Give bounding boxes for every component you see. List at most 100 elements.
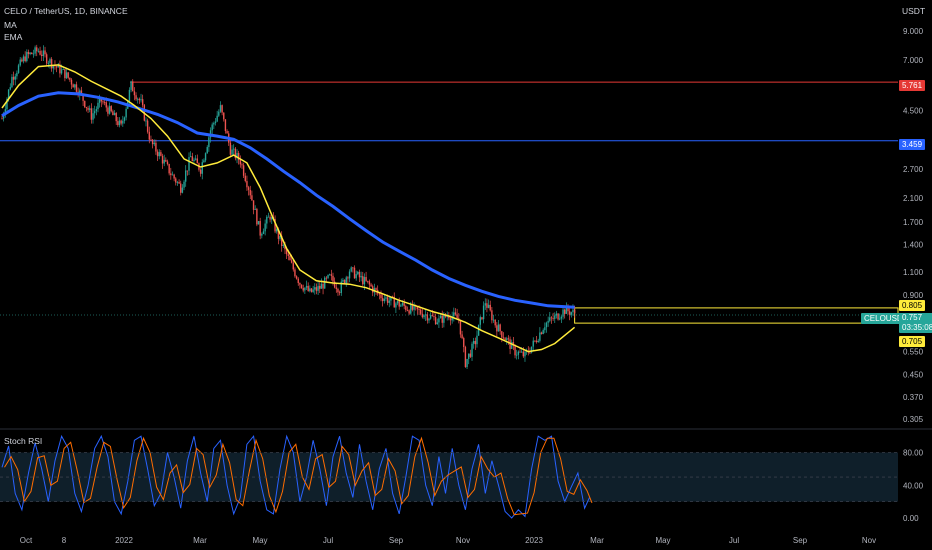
candle: [438, 315, 440, 329]
candle: [21, 57, 23, 63]
price-tick-label: 0.900: [903, 291, 924, 300]
candle: [52, 64, 55, 75]
candle: [244, 172, 246, 183]
candle: [421, 308, 424, 319]
price-range-box[interactable]: [574, 307, 899, 324]
price-tick-label: 7.000: [903, 56, 924, 65]
candle: [19, 57, 21, 67]
candle: [368, 279, 371, 290]
candle: [266, 215, 268, 229]
candle: [108, 102, 111, 115]
candle: [239, 155, 242, 168]
candle: [115, 112, 117, 125]
candle: [67, 72, 69, 80]
candle: [342, 277, 344, 284]
candle: [545, 321, 548, 333]
lower-price-tag: 0.705: [899, 336, 926, 347]
candle: [12, 71, 15, 86]
candle: [226, 129, 228, 134]
candle: [9, 83, 11, 91]
time-axis[interactable]: Oct 8 2022 Mar May Jul Sep Nov 2023 Mar May Jul Sep N…: [20, 536, 876, 545]
ema-legend[interactable]: EMA: [4, 32, 23, 42]
candle: [362, 271, 364, 286]
time-tick-label: 2023: [525, 536, 543, 545]
current-price-tag: 0.757 03:35:08: [899, 313, 932, 333]
candle: [426, 312, 429, 324]
candle: [122, 115, 124, 127]
ma-legend[interactable]: MA: [4, 20, 17, 30]
candle: [158, 149, 160, 160]
stoch-rsi-axis: 80.00 40.00 0.00: [0, 449, 924, 523]
candle: [85, 106, 88, 112]
candle: [471, 341, 473, 362]
candle: [194, 155, 197, 161]
candle: [403, 299, 405, 310]
candle: [110, 105, 112, 113]
candle: [120, 119, 122, 126]
candle: [501, 330, 503, 343]
candle: [168, 163, 170, 176]
candle: [183, 179, 185, 191]
candle: [472, 337, 475, 349]
candle: [231, 145, 233, 156]
candle: [453, 307, 455, 322]
candle: [476, 330, 478, 348]
candle: [458, 313, 460, 324]
candle: [138, 97, 141, 104]
candle: [165, 157, 167, 163]
candle: [428, 317, 430, 324]
candle: [555, 310, 558, 319]
time-tick-label: Nov: [862, 536, 876, 545]
candle: [223, 112, 225, 122]
candle: [282, 243, 285, 248]
candle: [317, 280, 319, 296]
candle: [550, 316, 553, 324]
candle: [554, 312, 556, 324]
candle: [463, 336, 465, 353]
candle: [348, 269, 351, 283]
price-axis[interactable]: 9.000 7.000 4.500 2.700 2.100 1.700 1.400 1.100…: [903, 27, 924, 424]
candle: [466, 358, 468, 370]
candle: [355, 270, 357, 281]
candle: [328, 273, 331, 276]
candle: [163, 154, 165, 167]
candle: [319, 281, 321, 294]
candle: [247, 185, 250, 196]
candle: [292, 260, 294, 272]
candle: [22, 54, 25, 64]
candle: [307, 282, 309, 292]
candle: [224, 119, 227, 134]
stoch-rsi-title[interactable]: Stoch RSI: [4, 436, 43, 446]
candle: [312, 285, 314, 294]
stoch-d-line: [4, 436, 593, 516]
candle: [148, 126, 150, 144]
symbol-title[interactable]: CELO / TetherUS, 1D, BINANCE: [4, 6, 128, 16]
candle: [256, 207, 258, 227]
time-tick-label: May: [252, 536, 267, 545]
candle: [347, 276, 349, 284]
candle: [506, 336, 508, 345]
candle: [132, 79, 134, 92]
time-tick-label: 2022: [115, 536, 133, 545]
candle: [560, 315, 563, 324]
candle: [64, 68, 66, 82]
candle: [234, 146, 237, 161]
candle: [252, 200, 255, 215]
candle: [218, 109, 220, 118]
candle: [233, 144, 235, 155]
currency-label: USDT: [902, 6, 926, 16]
candle: [181, 184, 184, 194]
candle: [279, 235, 281, 241]
candle: [314, 283, 316, 295]
candle: [45, 52, 48, 66]
candle: [338, 290, 341, 296]
candle: [254, 205, 256, 210]
candle: [454, 308, 457, 316]
candle: [502, 332, 505, 340]
candle: [367, 280, 369, 284]
candle: [146, 118, 149, 134]
candle: [16, 70, 18, 80]
horizontal-levels: [0, 81, 899, 324]
candle: [208, 135, 210, 152]
candle: [360, 271, 362, 282]
